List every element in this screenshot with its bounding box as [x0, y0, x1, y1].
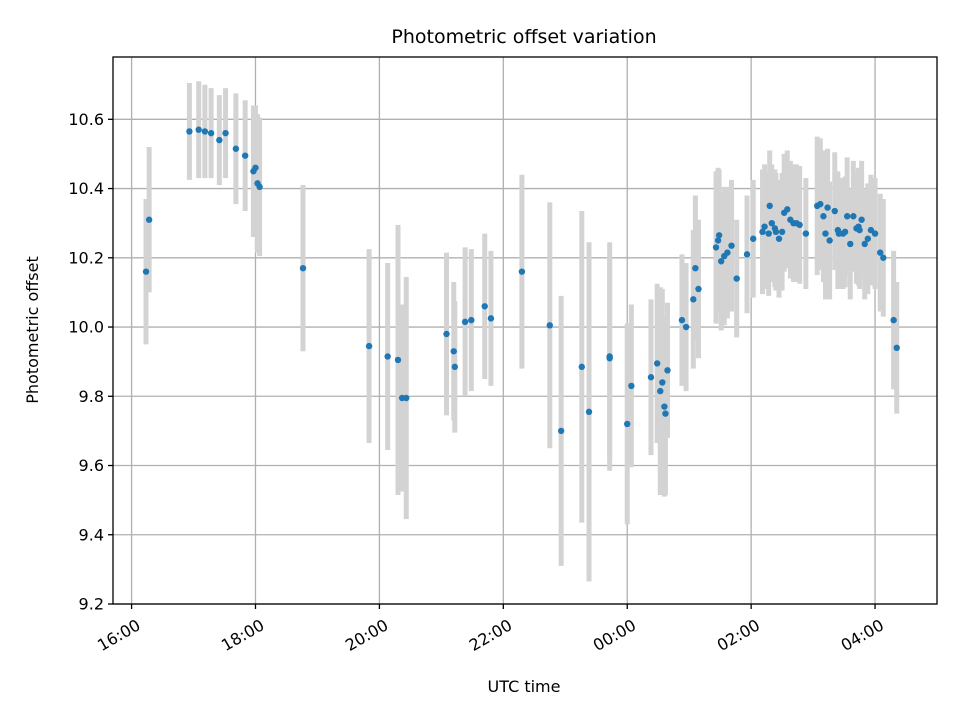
data-point	[778, 228, 786, 236]
data-point	[299, 264, 307, 272]
data-point	[820, 213, 827, 220]
data-point	[877, 249, 884, 256]
data-point	[796, 221, 803, 229]
y-tick-label: 9.6	[79, 456, 104, 475]
data-point	[661, 403, 668, 410]
data-point	[207, 129, 215, 137]
data-point	[578, 363, 585, 371]
data-point	[856, 226, 863, 234]
data-point	[871, 230, 879, 237]
data-point	[682, 323, 690, 331]
data-point	[546, 322, 553, 329]
y-tick-label: 10.4	[68, 179, 104, 198]
data-point	[715, 232, 723, 239]
data-point	[662, 410, 669, 417]
data-point	[195, 126, 202, 133]
data-point	[831, 207, 838, 215]
y-tick-label: 9.2	[79, 595, 104, 614]
data-point	[232, 145, 240, 152]
data-point	[864, 235, 872, 242]
y-axis-label: Photometric offset	[23, 256, 42, 404]
data-point	[759, 228, 766, 236]
data-point	[714, 237, 722, 244]
data-point	[653, 360, 661, 367]
data-point	[451, 363, 458, 371]
data-point	[717, 258, 725, 265]
chart-title: Photometric offset variation	[391, 26, 656, 48]
y-tick-label: 9.8	[79, 387, 104, 406]
data-point	[766, 202, 773, 210]
data-point	[861, 240, 868, 248]
data-point	[142, 268, 150, 275]
data-point	[186, 128, 193, 135]
y-axis: 9.2 9.4 9.6 9.8 10.0 10.2 10.4 10.6	[68, 110, 113, 614]
data-point	[824, 204, 831, 211]
y-tick-label: 10.6	[68, 110, 104, 129]
data-point	[384, 353, 391, 360]
data-point	[822, 230, 829, 237]
data-point	[487, 315, 495, 322]
data-point	[890, 316, 897, 324]
data-point	[858, 216, 865, 223]
data-point	[145, 216, 153, 223]
data-point	[692, 264, 699, 272]
data-point	[772, 228, 780, 236]
data-point	[784, 206, 791, 213]
data-point	[222, 129, 229, 137]
data-point	[690, 296, 697, 303]
data-point	[802, 230, 810, 237]
data-point	[606, 354, 613, 362]
data-point	[518, 268, 526, 275]
data-point	[765, 230, 772, 237]
data-point	[443, 330, 450, 338]
data-point	[817, 200, 824, 208]
data-point	[365, 342, 373, 350]
data-point	[628, 382, 635, 390]
data-point	[678, 316, 686, 324]
data-point	[761, 223, 768, 230]
data-point	[647, 374, 655, 381]
plot-frame	[112, 56, 938, 605]
data-point	[241, 152, 249, 159]
data-point	[659, 379, 666, 386]
data-point	[201, 128, 209, 135]
data-point	[403, 394, 410, 402]
data-point	[252, 164, 259, 171]
point-layer	[142, 126, 900, 435]
data-point	[624, 420, 631, 428]
y-tick-label: 10.2	[68, 248, 104, 267]
data-point	[728, 242, 735, 249]
data-point	[664, 367, 671, 374]
data-point	[843, 213, 851, 220]
data-point	[850, 213, 857, 220]
data-point	[733, 275, 740, 282]
data-point	[394, 356, 402, 364]
data-point	[256, 183, 263, 191]
data-point	[826, 237, 833, 244]
data-point	[585, 408, 593, 416]
y-tick-label: 10.0	[68, 318, 104, 337]
data-point	[750, 235, 757, 242]
data-point	[657, 387, 664, 395]
data-point	[468, 316, 475, 324]
data-point	[216, 136, 223, 144]
data-point	[724, 249, 731, 256]
data-point	[743, 251, 751, 258]
data-point	[450, 348, 457, 355]
data-point	[847, 240, 854, 248]
data-point	[557, 427, 565, 435]
data-point	[712, 244, 720, 251]
x-axis-label: UTC time	[488, 677, 561, 696]
y-tick-label: 9.4	[79, 525, 104, 544]
data-point	[893, 344, 900, 352]
data-point	[775, 235, 783, 242]
data-point	[461, 318, 469, 326]
data-point	[481, 303, 488, 310]
data-point	[768, 219, 775, 227]
data-point	[880, 254, 887, 261]
data-point	[695, 285, 702, 293]
data-point	[841, 228, 849, 236]
